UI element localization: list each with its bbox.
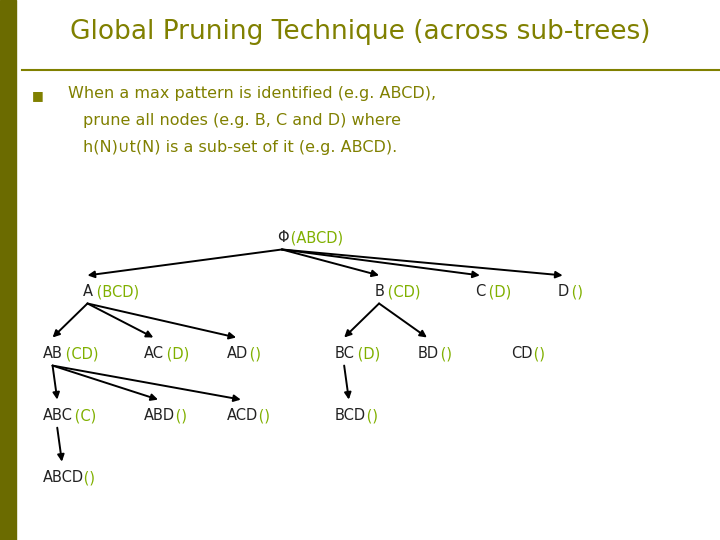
- Text: ■: ■: [32, 89, 43, 102]
- Text: AD: AD: [227, 346, 248, 361]
- Text: (ABCD): (ABCD): [287, 230, 343, 245]
- Text: Global Pruning Technique (across sub-trees): Global Pruning Technique (across sub-tre…: [70, 19, 650, 45]
- Text: ACD: ACD: [227, 408, 258, 423]
- Text: (): (): [171, 408, 187, 423]
- Text: When a max pattern is identified (e.g. ABCD),: When a max pattern is identified (e.g. A…: [68, 86, 436, 102]
- Text: Φ: Φ: [277, 230, 289, 245]
- Text: C: C: [475, 284, 485, 299]
- Text: (CD): (CD): [61, 346, 99, 361]
- Text: (D): (D): [353, 346, 380, 361]
- Text: (): (): [567, 284, 583, 299]
- Text: CD: CD: [511, 346, 533, 361]
- Text: AC: AC: [144, 346, 164, 361]
- Text: (): (): [254, 408, 270, 423]
- Text: B: B: [374, 284, 384, 299]
- Text: D: D: [558, 284, 570, 299]
- Text: (D): (D): [162, 346, 189, 361]
- Text: (): (): [79, 470, 95, 485]
- Text: BC: BC: [335, 346, 355, 361]
- Text: (): (): [436, 346, 451, 361]
- Text: h(N)∪t(N) is a sub-set of it (e.g. ABCD).: h(N)∪t(N) is a sub-set of it (e.g. ABCD)…: [83, 140, 397, 156]
- Text: BCD: BCD: [335, 408, 366, 423]
- Text: prune all nodes (e.g. B, C and D) where: prune all nodes (e.g. B, C and D) where: [83, 113, 401, 129]
- Text: BD: BD: [418, 346, 438, 361]
- Text: ABC: ABC: [43, 408, 73, 423]
- Text: ABCD: ABCD: [43, 470, 84, 485]
- Text: (C): (C): [71, 408, 96, 423]
- Text: AB: AB: [43, 346, 63, 361]
- Text: (CD): (CD): [383, 284, 421, 299]
- Text: (): (): [245, 346, 261, 361]
- Text: (D): (D): [484, 284, 511, 299]
- Text: A: A: [83, 284, 93, 299]
- Text: (): (): [362, 408, 378, 423]
- Text: (): (): [529, 346, 545, 361]
- Text: ABD: ABD: [144, 408, 175, 423]
- Text: (BCD): (BCD): [92, 284, 139, 299]
